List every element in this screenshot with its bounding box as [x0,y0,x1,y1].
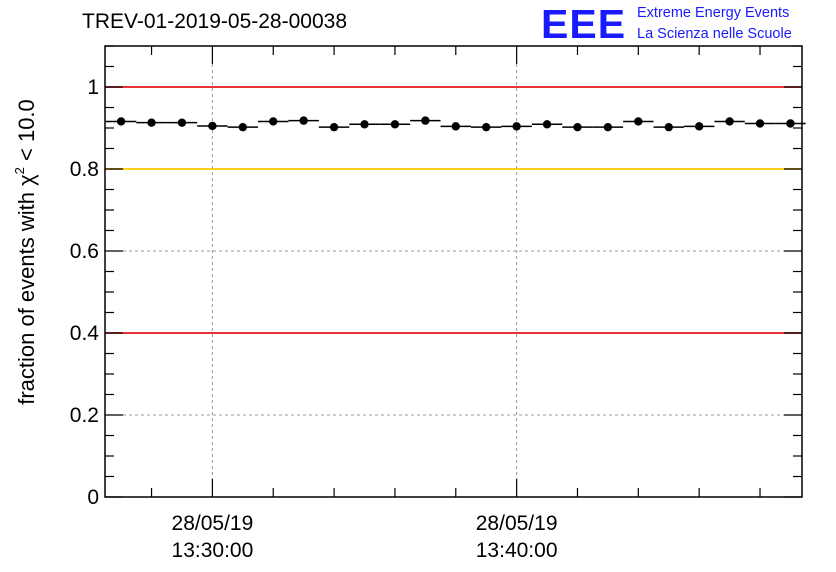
data-point [390,120,400,129]
data-point [238,122,248,132]
data-point [694,122,704,131]
tick-labels: 0 0.2 0.4 0.6 0.8 1 28/05/19 13:30:00 28/05/19 13… [70,76,558,562]
data-point [360,120,369,129]
logo-line-1: Extreme Energy Events [637,5,790,21]
data-point [542,120,552,129]
data-point [512,122,521,131]
data-point [147,118,156,127]
axis-ticks [105,45,802,498]
x-tick-label-time: 13:40:00 [476,539,558,562]
y-tick-label: 0.4 [70,322,100,345]
data-point [208,121,217,131]
reference-lines [105,86,802,334]
y-axis-title-symbol: χ [14,174,39,186]
data-point [329,122,339,132]
plot-frame [104,45,803,498]
y-tick-label: 0.8 [70,158,99,181]
eee-logo: EEE Extreme Energy Events La Scienza nel… [541,2,831,46]
logo-mark: EEE [541,1,627,47]
y-tick-label: 0.2 [70,404,99,427]
y-tick-label: 0 [87,486,99,509]
data-point [421,116,430,125]
x-tick-label-date: 28/05/19 [172,512,254,535]
data-point [451,122,460,131]
data-point [269,117,278,126]
data-point [725,117,734,126]
y-axis-title-power: 2 [12,167,27,174]
data-point [116,117,126,126]
x-tick-label-date: 28/05/19 [476,512,558,535]
data-point [482,122,491,132]
y-axis-title-prefix: fraction of events with [14,186,39,405]
data-point [177,118,187,127]
data-point [634,117,643,126]
data-point [299,116,308,125]
page-title: TREV-01-2019-05-28-00038 [82,10,348,33]
y-axis-title-suffix: < 10.0 [14,99,39,167]
data-point [786,119,795,128]
logo-line-2: La Scienza nelle Scuole [637,26,792,42]
data-points [105,116,806,132]
y-tick-label: 1 [87,76,99,99]
data-point [755,119,765,128]
y-tick-label: 0.6 [70,240,99,263]
data-point [603,122,613,132]
grid-layer [105,46,802,497]
data-point [573,122,582,132]
y-axis-title: fraction of events with χ2 < 10.0 [12,99,39,405]
x-tick-label-time: 13:30:00 [172,539,254,562]
data-point [664,122,673,132]
